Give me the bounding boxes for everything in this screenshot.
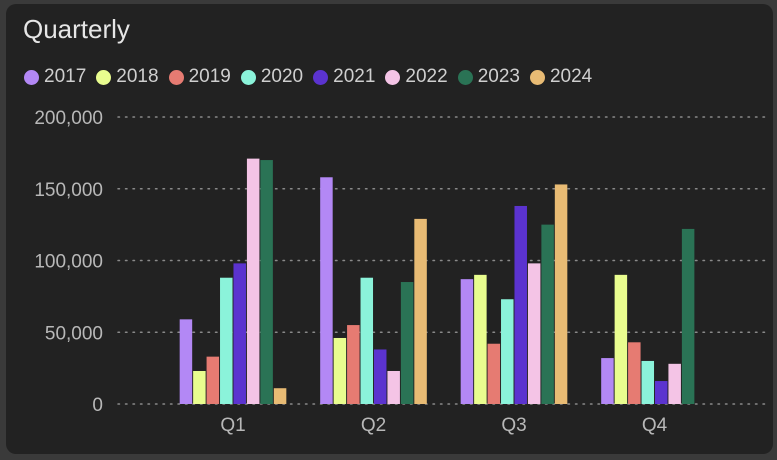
bar-2017-Q2[interactable] xyxy=(320,177,333,404)
bar-2018-Q3[interactable] xyxy=(474,274,487,404)
bar-2019-Q4[interactable] xyxy=(628,342,641,404)
legend-label-2020: 2020 xyxy=(260,66,304,87)
bar-2019-Q3[interactable] xyxy=(487,343,501,404)
legend-label-2017: 2017 xyxy=(44,66,87,87)
bar-2022-Q3[interactable] xyxy=(527,263,541,404)
bar-2021-Q2[interactable] xyxy=(373,349,387,404)
bar-2024-Q1[interactable] xyxy=(273,388,287,404)
bar-2022-Q4[interactable] xyxy=(668,363,681,404)
legend-label-2023: 2023 xyxy=(477,66,520,87)
x-tick-label: Q3 xyxy=(501,415,526,436)
y-tick-label: 0 xyxy=(92,395,103,416)
legend: 2017 2018 2019 2020 2021 2022 2023 2024 xyxy=(24,64,602,90)
legend-swatch-2023 xyxy=(457,69,473,85)
bar-2023-Q4[interactable] xyxy=(681,228,695,404)
y-tick-label: 50,000 xyxy=(45,323,103,344)
bar-chart-plot: 0 50,000 100,000 150,000 200,000 Q1 Q2 Q3 Q4 xyxy=(34,108,767,436)
legend-swatch-2019 xyxy=(168,69,184,85)
bar-2023-Q3[interactable] xyxy=(541,224,554,404)
legend-item-2023[interactable]: 2023 xyxy=(457,66,520,88)
bar-2020-Q2[interactable] xyxy=(360,277,374,404)
legend-item-2019[interactable]: 2019 xyxy=(168,66,231,88)
bar-2021-Q4[interactable] xyxy=(654,381,668,404)
y-tick-label: 100,000 xyxy=(34,252,103,273)
legend-label-2018: 2018 xyxy=(116,66,159,87)
legend-label-2021: 2021 xyxy=(333,66,376,87)
legend-label-2022: 2022 xyxy=(405,66,448,87)
bar-2017-Q3[interactable] xyxy=(460,279,474,404)
bar-2024-Q3[interactable] xyxy=(554,184,568,404)
legend-item-2018[interactable]: 2018 xyxy=(96,66,159,88)
legend-item-2017[interactable]: 2017 xyxy=(24,66,86,88)
legend-item-2020[interactable]: 2020 xyxy=(240,66,304,88)
legend-label-2019: 2019 xyxy=(188,66,231,87)
bar-2018-Q2[interactable] xyxy=(333,337,347,404)
legend-item-2024[interactable]: 2024 xyxy=(529,66,593,88)
bar-2018-Q1[interactable] xyxy=(193,370,206,404)
legend-item-2021[interactable]: 2021 xyxy=(313,66,375,88)
bar-2019-Q1[interactable] xyxy=(206,356,220,404)
bar-2017-Q1[interactable] xyxy=(179,319,193,404)
bar-2019-Q2[interactable] xyxy=(347,325,360,404)
legend-swatch-2020 xyxy=(240,69,256,85)
bar-2020-Q4[interactable] xyxy=(641,360,655,404)
bar-2021-Q1[interactable] xyxy=(233,263,246,404)
bar-2020-Q3[interactable] xyxy=(501,299,514,404)
x-tick-label: Q2 xyxy=(361,415,386,436)
bar-2023-Q2[interactable] xyxy=(400,282,414,404)
y-tick-label: 200,000 xyxy=(34,108,103,129)
legend-swatch-2022 xyxy=(385,69,401,85)
x-tick-label: Q4 xyxy=(642,415,668,436)
bar-2017-Q4[interactable] xyxy=(601,358,614,404)
legend-label-2024: 2024 xyxy=(549,66,593,87)
bar-2021-Q3[interactable] xyxy=(514,205,527,404)
x-tick-label: Q1 xyxy=(220,415,245,436)
chart-card: Quarterly 2017 2018 2019 2020 2021 2022 … xyxy=(6,4,773,454)
legend-swatch-2017 xyxy=(24,69,39,85)
y-tick-label: 150,000 xyxy=(34,180,103,201)
bar-2023-Q1[interactable] xyxy=(260,160,273,404)
legend-item-2022[interactable]: 2022 xyxy=(385,66,448,88)
bar-2024-Q2[interactable] xyxy=(414,218,427,404)
chart-title: Quarterly xyxy=(23,14,130,44)
bar-2018-Q4[interactable] xyxy=(614,274,628,404)
bar-2022-Q2[interactable] xyxy=(387,370,400,404)
legend-swatch-2021 xyxy=(313,69,329,85)
legend-swatch-2018 xyxy=(96,69,112,85)
bar-2022-Q1[interactable] xyxy=(246,158,260,404)
legend-swatch-2024 xyxy=(529,69,545,85)
bar-2020-Q1[interactable] xyxy=(220,277,233,404)
